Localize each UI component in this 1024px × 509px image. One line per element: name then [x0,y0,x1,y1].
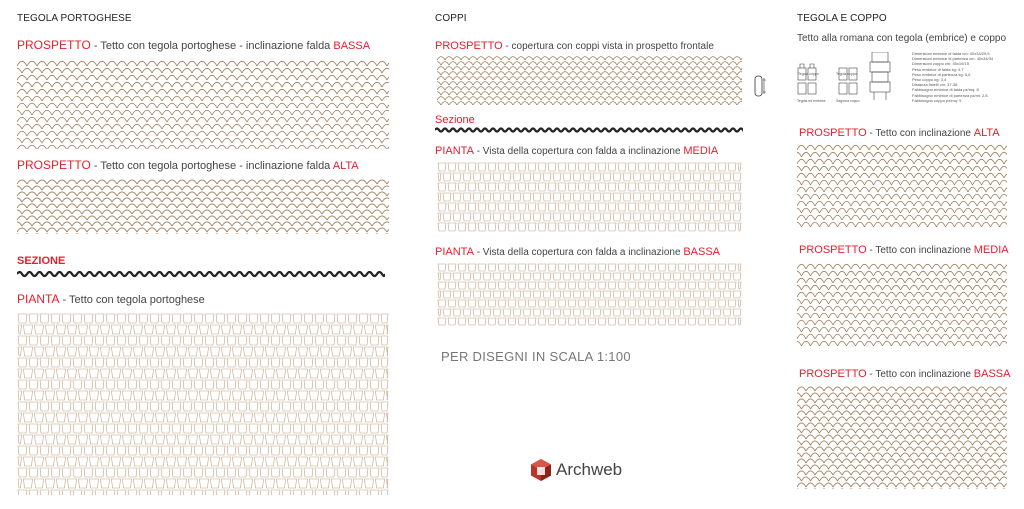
label-sezione-middle: Sezione [435,114,475,126]
spec-line: Distanza listelli cm: 37-38 [912,82,958,88]
spec-line: Peso coppo kg: 3,4 [912,77,947,83]
section-wave-middle [435,127,743,133]
tile-detail-drawings [797,52,891,100]
elevation-drawing-romana-media [797,263,1007,346]
title-tegola-portoghese: TEGOLA PORTOGHESE [17,13,132,24]
title-coppi: COPPI [435,13,467,24]
spec-line: Dimensioni embrice di falda cm: 40x34/29… [912,51,990,56]
spec-line: Peso embrice di partenza kg: 5,6 [912,71,971,77]
label-prospetto-coppi: PROSPETTO - copertura con coppi vista in… [435,40,714,52]
detail-caption-1: Tegola coppo [798,72,819,76]
label-pianta-media: PIANTA - Vista della copertura con falda… [435,145,719,157]
label-sezione-left: SEZIONE [17,255,66,267]
label-prospetto-alta: PROSPETTO - Tetto con tegola portoghese … [17,158,359,172]
elevation-drawing-romana-alta [797,144,1007,227]
plan-drawing-portoghese [17,313,389,495]
label-pianta-bassa: PIANTA - Vista della copertura con falda… [435,246,720,258]
label-prospetto-bassa: PROSPETTO - Tetto con tegola portoghese … [17,38,371,52]
scale-note: PER DISEGNI IN SCALA 1:100 [441,349,631,364]
spec-line: Fabbisogno embrice di falda pz/mq: 8 [912,87,979,93]
spec-line: Dimensioni embrice di partenza cm: 40x34… [912,56,994,62]
spec-line: Dimensioni coppo cm: 45x19/15 [912,61,969,67]
brand-name: Archweb [556,460,623,479]
specs-list: Dimensioni embrice di falda cm: 40x34/29… [912,51,993,103]
elevation-drawing-portoghese-alta [17,179,389,234]
title-tegola-e-coppo: TEGOLA E COPPO [797,13,887,24]
spec-line: Fabbisogno embrice di partenza pz/ml: 2,… [912,92,988,98]
coppo-detail-drawing [754,75,766,97]
section-wave-left [17,270,385,278]
label-prospetto-bassa-right: PROSPETTO - Tetto con inclinazione BASSA [799,368,1011,380]
elevation-drawing-portoghese-bassa [17,60,389,149]
detail-caption-3: Tegola coppo [836,72,857,76]
spec-line: Fabbisogno coppo pz/mq: 9 [912,97,962,103]
archweb-logo-icon [531,459,551,481]
elevation-drawing-coppi [437,56,742,105]
detail-caption-4: Sagoma coppo [836,99,860,103]
spec-line: Peso embrice di falda kg: 4,7 [912,66,964,72]
label-prospetto-media-right: PROSPETTO - Tetto con inclinazione MEDIA [799,244,1009,256]
label-pianta-left: PIANTA - Tetto con tegola portoghese [17,292,205,306]
plan-drawing-coppi-bassa [437,263,742,326]
plan-drawing-coppi-media [437,162,742,232]
label-prospetto-alta-right: PROSPETTO - Tetto con inclinazione ALTA [799,127,1000,139]
elevation-drawing-romana-bassa [797,386,1007,489]
subtitle-tetto-romana: Tetto alla romana con tegola (embrice) e… [797,33,1007,44]
detail-caption-2: Tegola ed embrice [797,99,826,103]
